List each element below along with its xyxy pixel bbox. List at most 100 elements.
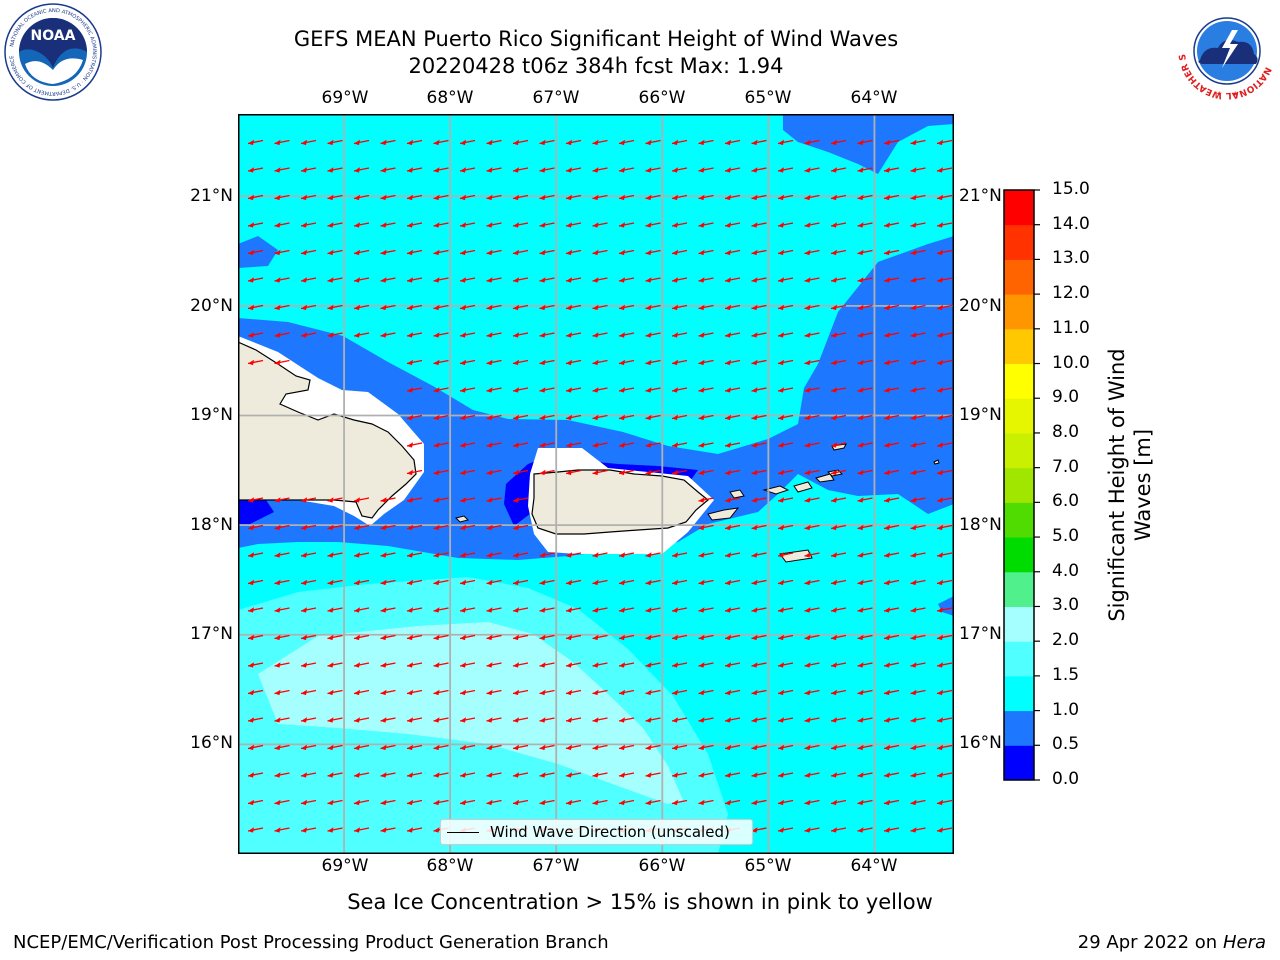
- wave-direction-arrow: [247, 607, 264, 613]
- colorbar-segment: [1004, 224, 1034, 260]
- wave-direction-arrow: [406, 662, 423, 668]
- wave-direction-arrow: [512, 387, 529, 393]
- wave-direction-arrow: [724, 552, 741, 558]
- wave-direction-arrow: [910, 139, 926, 146]
- wave-direction-arrow: [830, 579, 847, 586]
- wave-direction-arrow: [645, 717, 661, 723]
- wave-direction-arrow: [671, 359, 688, 366]
- wave-direction-arrow: [671, 387, 688, 393]
- wave-direction-arrow: [406, 277, 423, 283]
- wave-direction-arrow: [380, 497, 396, 503]
- wave-direction-arrow: [486, 634, 502, 641]
- wave-direction-arrow: [698, 387, 714, 393]
- colorbar-segment: [1004, 537, 1034, 573]
- wave-direction-arrow: [274, 772, 290, 778]
- wave-direction-arrow: [274, 634, 290, 641]
- wave-direction-arrow: [724, 469, 741, 476]
- wave-direction-arrow: [406, 359, 423, 366]
- wave-direction-arrow: [565, 249, 582, 256]
- wave-direction-arrow: [777, 194, 794, 201]
- wave-direction-arrow: [618, 359, 635, 366]
- wave-direction-arrow: [857, 442, 873, 448]
- wave-direction-arrow: [406, 249, 423, 256]
- wave-direction-arrow: [274, 304, 290, 311]
- wave-direction-arrow: [645, 414, 661, 421]
- wave-direction-arrow: [857, 689, 873, 696]
- wave-direction-arrow: [883, 387, 900, 393]
- wave-direction-arrow: [459, 387, 476, 393]
- wave-direction-arrow: [618, 387, 635, 393]
- wave-direction-arrow: [857, 607, 873, 613]
- wave-direction-arrow: [751, 387, 767, 393]
- wave-direction-arrow: [830, 167, 847, 173]
- wave-direction-arrow: [380, 634, 396, 641]
- wave-direction-arrow: [883, 552, 900, 558]
- wave-direction-arrow: [698, 414, 714, 421]
- wave-direction-arrow: [698, 772, 714, 778]
- colorbar-tick-label: 8.0: [1052, 421, 1080, 442]
- wave-direction-arrow: [353, 634, 370, 641]
- wave-direction-arrow: [724, 744, 741, 751]
- wave-direction-arrow: [936, 772, 953, 778]
- wave-direction-arrow: [565, 634, 582, 641]
- map-frame: [238, 114, 954, 854]
- wave-direction-arrow: [936, 332, 953, 338]
- wave-direction-arrow: [300, 249, 317, 256]
- wave-direction-arrow: [247, 689, 264, 696]
- wave-direction-arrow: [724, 387, 741, 393]
- wave-direction-arrow: [539, 607, 555, 613]
- wave-direction-arrow: [883, 249, 900, 256]
- wave-direction-arrow: [751, 799, 767, 806]
- wave-direction-arrow: [910, 222, 926, 228]
- wave-direction-arrow: [380, 662, 396, 668]
- branch-credit: NCEP/EMC/Verification Post Processing Pr…: [13, 932, 609, 953]
- wave-direction-arrow: [830, 387, 847, 393]
- svg-text:NOAA: NOAA: [31, 28, 76, 44]
- wave-direction-arrow: [645, 222, 661, 228]
- wave-direction-arrow: [724, 497, 741, 503]
- wave-direction-arrow: [777, 359, 794, 366]
- colorbar-segment: [1004, 710, 1034, 746]
- wave-direction-arrow: [724, 332, 741, 338]
- wave-direction-arrow: [883, 579, 900, 586]
- wave-direction-arrow: [883, 772, 900, 778]
- wave-direction-arrow: [777, 139, 794, 146]
- wave-direction-arrow: [486, 662, 502, 668]
- wave-direction-arrow: [751, 332, 767, 338]
- wave-direction-arrow: [486, 442, 502, 448]
- wave-direction-arrow: [910, 772, 926, 778]
- wave-direction-arrow: [380, 689, 396, 696]
- wave-direction-arrow: [353, 799, 370, 806]
- wave-direction-arrow: [565, 689, 582, 696]
- wave-direction-arrow: [433, 497, 449, 503]
- wave-direction-arrow: [830, 497, 847, 503]
- wave-direction-arrow: [512, 249, 529, 256]
- wave-direction-arrow: [645, 469, 661, 476]
- wave-direction-arrow: [459, 744, 476, 751]
- wave-direction-arrow: [300, 552, 317, 558]
- wave-direction-arrow: [512, 139, 529, 146]
- wave-direction-arrow: [698, 497, 714, 503]
- wave-direction-arrow: [380, 139, 396, 146]
- wave-direction-arrow: [539, 277, 555, 283]
- wave-direction-arrow: [486, 359, 502, 366]
- wave-direction-arrow: [618, 414, 635, 421]
- wave-direction-arrow: [433, 359, 449, 366]
- wave-direction-arrow: [830, 139, 847, 146]
- wave-direction-arrow: [353, 249, 370, 256]
- wave-direction-arrow: [433, 634, 449, 641]
- wave-direction-arrow: [910, 277, 926, 283]
- wave-direction-arrow: [353, 689, 370, 696]
- wave-direction-arrow: [300, 167, 317, 173]
- wave-direction-arrow: [883, 744, 900, 751]
- wave-direction-arrow: [830, 277, 847, 283]
- wave-direction-arrow: [592, 304, 608, 311]
- wave-direction-arrow: [857, 524, 873, 531]
- wave-direction-arrow: [406, 167, 423, 173]
- wave-direction-arrow: [539, 772, 555, 778]
- wave-direction-arrow: [804, 304, 820, 311]
- wave-direction-arrow: [751, 689, 767, 696]
- wave-direction-arrow: [883, 167, 900, 173]
- wave-direction-arrow: [804, 552, 820, 558]
- wave-direction-arrow: [592, 744, 608, 751]
